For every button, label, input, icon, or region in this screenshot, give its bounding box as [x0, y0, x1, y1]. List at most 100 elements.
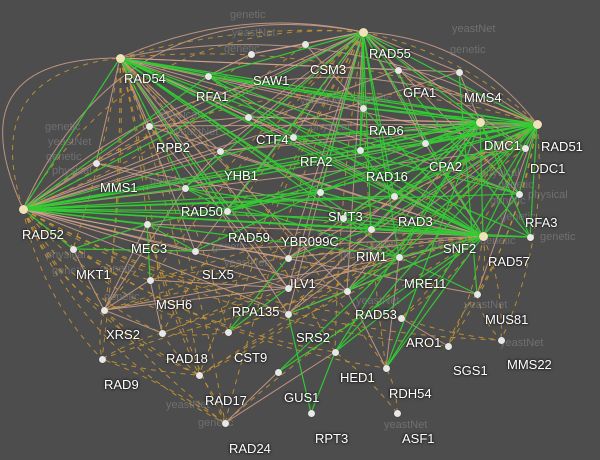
graph-node-cpa2[interactable] [421, 139, 429, 147]
graph-edge-physical [72, 223, 148, 250]
graph-edge-genetic [22, 43, 306, 210]
graph-edge-physical [287, 228, 372, 259]
graph-node-saw1[interactable] [247, 50, 255, 58]
graph-node-rad57[interactable] [526, 233, 534, 241]
graph-edge-physical [119, 57, 186, 189]
graph-node-mms4[interactable] [455, 68, 463, 76]
graph-edge-yeastNet [148, 125, 484, 237]
graph-node-mre11[interactable] [395, 253, 403, 261]
graph-edge-yeastNet [287, 123, 538, 289]
graph-edge-genetic [119, 29, 364, 59]
graph-edge-genetic [22, 208, 502, 341]
graph-node-smt3[interactable] [316, 188, 324, 196]
graph-edge-physical [310, 351, 336, 414]
graph-edge-genetic [103, 31, 364, 311]
graph-edge-physical [385, 121, 481, 369]
graph-edge-genetic [22, 30, 364, 210]
graph-node-rim1[interactable] [367, 225, 375, 233]
graph-node-ctf4[interactable] [244, 113, 252, 121]
graph-node-rad17[interactable] [195, 371, 203, 379]
graph-edge-physical [319, 31, 364, 193]
graph-edge-yeastNet [22, 24, 364, 210]
graph-edge-genetic [101, 358, 200, 376]
graph-node-rad3[interactable] [390, 192, 398, 200]
graph-edge-yeastNet [292, 31, 364, 138]
graph-edge-genetic [12, 57, 121, 210]
graph-node-rad16[interactable] [356, 146, 364, 154]
graph-node-rad54[interactable] [115, 53, 125, 63]
graph-node-srs2[interactable] [284, 310, 292, 318]
graph-edge-physical [22, 208, 344, 219]
graph-node-rdh54[interactable] [382, 364, 390, 372]
graph-node-snf2[interactable] [478, 231, 488, 241]
graph-node-rad59[interactable] [223, 207, 231, 215]
graph-node-cst9[interactable] [224, 328, 232, 336]
graph-edge-physical [393, 121, 481, 197]
graph-edge-physical [398, 256, 478, 295]
graph-node-rfa1[interactable] [204, 72, 212, 80]
graph-edge-yeastNet [250, 43, 306, 55]
graph-node-csm3[interactable] [301, 40, 309, 48]
graph-edge-physical [207, 75, 294, 138]
graph-node-rad52[interactable] [18, 204, 28, 214]
graph-node-rad51[interactable] [532, 119, 542, 129]
graph-edge-genetic [447, 123, 538, 347]
graph-node-rad18[interactable] [158, 329, 166, 337]
graph-edge-physical [226, 210, 484, 237]
graph-node-rad53[interactable] [343, 287, 351, 295]
graph-node-ybr099c[interactable] [339, 214, 347, 222]
graph-node-rpt3[interactable] [307, 409, 315, 417]
graph-edge-genetic [400, 317, 502, 341]
graph-node-rfa3[interactable] [515, 190, 523, 198]
graph-node-sgs1[interactable] [444, 342, 452, 350]
graph-edge-genetic [161, 332, 200, 376]
graph-edge-yeastNet [346, 121, 481, 292]
graph-node-rfa2[interactable] [289, 133, 297, 141]
graph-node-ilv1[interactable] [284, 254, 292, 262]
graph-node-gus1[interactable] [274, 368, 282, 376]
graph-edge-physical [119, 57, 531, 238]
graph-node-mms22[interactable] [497, 336, 505, 344]
graph-node-rad50[interactable] [181, 184, 189, 192]
graph-edge-physical [287, 313, 312, 414]
graph-edge-genetic [227, 235, 484, 333]
graph-node-ddc1[interactable] [521, 144, 529, 152]
graph-node-rad9[interactable] [98, 355, 106, 363]
graph-node-mms1[interactable] [92, 159, 100, 167]
graph-node-rad55[interactable] [358, 27, 368, 37]
graph-edge-physical [362, 31, 484, 237]
graph-node-xrs2[interactable] [100, 306, 108, 314]
graph-node-gfa1[interactable] [394, 66, 402, 74]
graph-edge-genetic [119, 57, 387, 369]
graph-node-asf1[interactable] [393, 409, 401, 417]
graph-node-mkt1[interactable] [69, 245, 77, 253]
graph-edge-yeastNet [103, 187, 186, 311]
graph-node-dmc1[interactable] [475, 117, 485, 127]
graph-edge-physical [362, 31, 481, 123]
graph-node-mus81[interactable] [473, 290, 481, 298]
graph-node-rad6[interactable] [359, 104, 367, 112]
graph-edge-genetic [447, 235, 484, 347]
graph-node-msh6[interactable] [146, 276, 154, 284]
graph-node-rad24[interactable] [221, 419, 229, 427]
graph-node-hed1[interactable] [331, 348, 339, 356]
graph-edge-physical [362, 31, 538, 125]
graph-edge-yeastNet [119, 57, 520, 195]
graph-edge-physical [479, 121, 520, 195]
graph-node-rpa135[interactable] [284, 284, 292, 292]
graph-edge-physical [292, 121, 481, 138]
graph-edge-physical [22, 208, 372, 230]
graph-node-mec3[interactable] [143, 220, 151, 228]
graph-edge-yeastNet [119, 57, 196, 252]
graph-edge-genetic [198, 123, 538, 376]
graph-edge-physical [207, 75, 481, 123]
graph-node-yhb1[interactable] [216, 147, 224, 155]
graph-node-aro1[interactable] [397, 314, 405, 322]
graph-node-rpb2[interactable] [145, 122, 153, 130]
graph-edge-genetic [385, 367, 398, 414]
graph-edge-genetic [149, 123, 538, 281]
graph-node-slx5[interactable] [191, 247, 199, 255]
graph-edge-genetic [334, 31, 364, 353]
graph-edge-yeastNet [95, 31, 364, 164]
graph-edge-physical [22, 149, 361, 210]
